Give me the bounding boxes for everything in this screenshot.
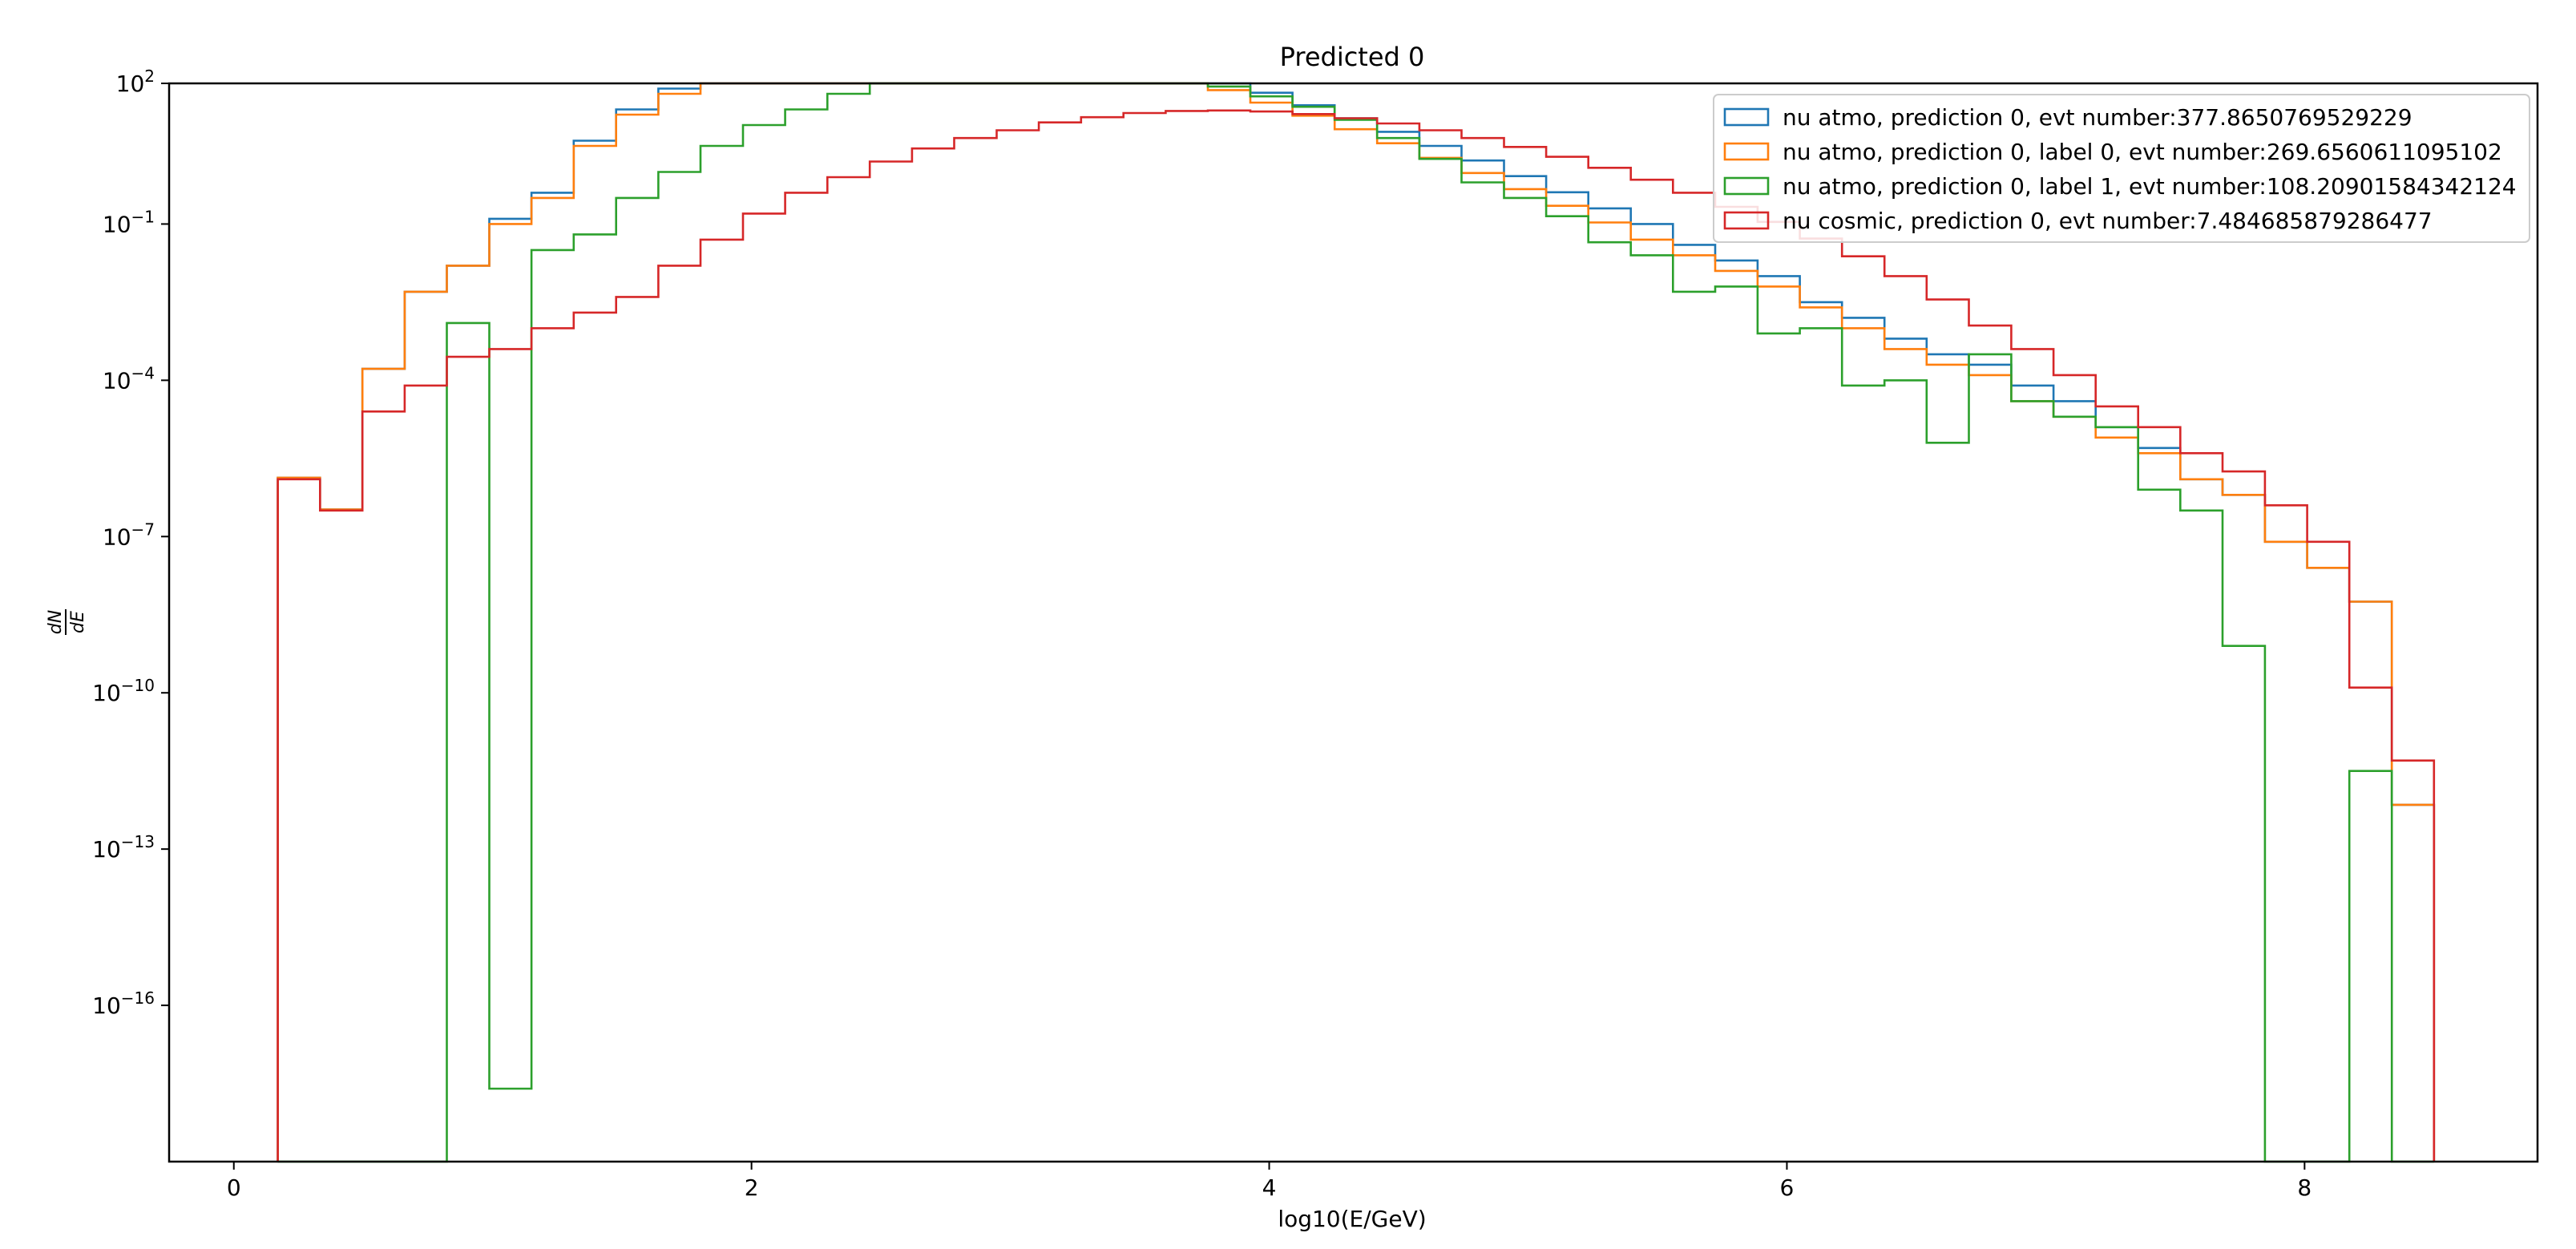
legend-swatch — [1723, 211, 1770, 230]
y-axis: 102 10−1 10−4 10−7 10−10 10−13 10−16 — [92, 67, 169, 1019]
y-tick-label: 102 — [116, 67, 155, 97]
x-tick-label: 2 — [745, 1174, 759, 1201]
chart-title: Predicted 0 — [1280, 42, 1425, 72]
legend-entry-label: nu atmo, prediction 0, evt number:377.86… — [1783, 104, 2412, 131]
y-tick-label: 10−4 — [103, 363, 155, 394]
y-tick-label: 10−1 — [103, 207, 155, 237]
legend-entry-label: nu atmo, prediction 0, label 1, evt numb… — [1783, 173, 2517, 200]
histogram-series-4 — [277, 109, 2436, 1162]
plot-area — [277, 82, 2436, 1163]
y-tick-label: 10−16 — [92, 988, 155, 1019]
x-tick-label: 6 — [1780, 1174, 1795, 1201]
x-axis: 0 2 4 6 8 — [227, 1162, 2312, 1201]
histogram-series-3 — [277, 82, 2434, 1163]
legend: nu atmo, prediction 0, evt number:377.86… — [1713, 94, 2530, 243]
x-tick-label: 8 — [2297, 1174, 2312, 1201]
legend-swatch — [1723, 176, 1770, 196]
plot-frame — [168, 82, 2539, 1163]
x-tick-label: 4 — [1262, 1174, 1277, 1201]
x-tick-label: 0 — [227, 1174, 241, 1201]
y-axis-label-numerator: dN — [46, 610, 66, 634]
histogram-series-1 — [277, 82, 2436, 1162]
legend-entry-label: nu cosmic, prediction 0, evt number:7.48… — [1783, 208, 2433, 234]
legend-swatch — [1723, 142, 1770, 161]
legend-frame — [1713, 94, 2530, 243]
y-tick-label: 10−7 — [103, 519, 155, 550]
x-axis-label: log10(E/GeV) — [1278, 1206, 1426, 1232]
y-tick-label: 10−13 — [92, 832, 155, 863]
legend-entry-label: nu atmo, prediction 0, label 0, evt numb… — [1783, 139, 2502, 165]
y-axis-label: dN dE — [46, 609, 88, 635]
legend-swatch — [1723, 107, 1770, 127]
y-axis-label-denominator: dE — [68, 611, 88, 633]
histogram-series-2 — [277, 82, 2436, 1162]
y-tick-label: 10−10 — [92, 676, 155, 706]
